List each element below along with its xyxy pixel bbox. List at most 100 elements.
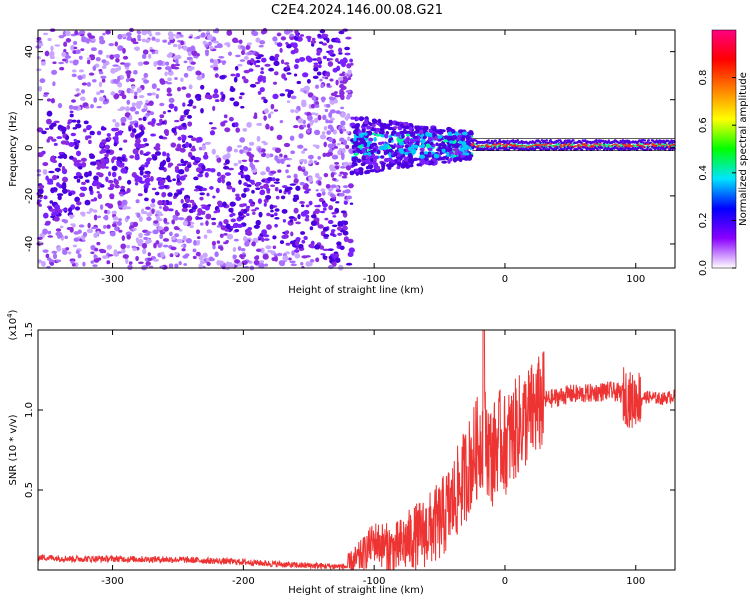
spectrogram-dot (298, 133, 304, 139)
spectrogram-dot (494, 139, 497, 142)
spectrogram-x-label: Height of straight line (km) (288, 285, 424, 296)
spectrogram-dot (286, 175, 292, 179)
spectrogram-dot (226, 146, 233, 152)
spectrogram-dot (96, 105, 102, 109)
spectrogram-dot (92, 209, 98, 213)
spectrogram-dot (316, 56, 322, 63)
spectrogram-dot (393, 151, 398, 157)
spectrogram-dot (107, 203, 114, 209)
spectrogram-dot (109, 183, 115, 188)
spectrogram-dot (118, 229, 123, 233)
spectrogram-dot (327, 264, 334, 270)
spectrogram-dot (333, 98, 338, 104)
spectrogram-dot (74, 30, 79, 36)
spectrogram-dot (317, 224, 324, 229)
spectrogram-dot (267, 113, 272, 119)
spectrogram-dot (126, 99, 131, 105)
spectrogram-dot (314, 172, 320, 179)
spectrogram-dot (114, 184, 120, 189)
spectrogram-dot (195, 167, 202, 173)
spectrogram-dot (177, 43, 182, 50)
spectrogram-dot (75, 171, 82, 177)
spectrogram-dot (328, 44, 334, 49)
spectrogram-dot (219, 75, 226, 80)
spectrogram-dot (120, 167, 127, 174)
spectrogram-dot (342, 225, 348, 231)
snr-y-tick-label: 0.5 (24, 482, 35, 498)
spectrogram-dot (298, 243, 304, 249)
spectrogram-dot (401, 133, 405, 139)
spectrogram-dot (168, 51, 173, 58)
spectrogram-dot (164, 71, 168, 77)
spectrogram-dot (69, 226, 74, 233)
spectrogram-dot (255, 60, 261, 63)
spectrogram-dot (100, 75, 107, 80)
spectrogram-dot (207, 204, 212, 207)
spectrogram-dot (158, 226, 164, 231)
spectrogram-dot (245, 45, 250, 50)
spectrogram-dot (308, 243, 314, 248)
spectrogram-dot (330, 126, 334, 133)
spectrogram-dot (272, 93, 279, 100)
spectrogram-dot (270, 103, 275, 110)
spectrogram-dot (229, 87, 236, 93)
spectrogram-dot (98, 49, 103, 55)
spectrogram-dot (281, 73, 286, 79)
spectrogram-dot (129, 114, 133, 121)
spectrogram-dot (120, 185, 126, 190)
spectrogram-dot (259, 40, 266, 45)
spectrogram-dot (170, 246, 177, 251)
spectrogram-dot (168, 36, 175, 40)
spectrogram-dot (646, 141, 649, 144)
spectrogram-dot (81, 82, 88, 86)
spectrogram-dot (284, 230, 290, 235)
spectrogram-dot (192, 105, 197, 109)
spectrogram-dot (303, 209, 310, 215)
spectrogram-dot (419, 129, 424, 135)
spectrogram-dot (100, 157, 106, 164)
spectrogram-dot (86, 40, 90, 44)
spectrogram-dot (151, 36, 156, 41)
spectrogram-dot (182, 235, 187, 242)
spectrogram-dot (264, 108, 269, 114)
spectrogram-dot (655, 143, 658, 146)
spectrogram-dot (429, 160, 434, 166)
spectrogram-dot (96, 130, 102, 136)
spectrogram-dot (204, 49, 209, 54)
spectrogram-dot (99, 183, 105, 188)
spectrogram-dot (36, 68, 42, 72)
spectrogram-dot (299, 181, 306, 186)
spectrogram-dot (170, 33, 176, 37)
spectrogram-y-label: Frequency (Hz) (8, 111, 19, 187)
spectrogram-dot (607, 139, 610, 142)
spectrogram-dot (112, 64, 119, 67)
spectrogram-dot (388, 121, 393, 126)
spectrogram-dot (92, 79, 97, 83)
spectrogram-dot (319, 245, 325, 250)
spectrogram-dot (240, 248, 246, 252)
spectrogram-dot (50, 215, 56, 219)
spectrogram-dot (70, 223, 76, 226)
spectrogram-dot (120, 243, 127, 250)
spectrogram-dot (182, 221, 189, 226)
spectrogram-dot (138, 261, 144, 265)
spectrogram-dot (270, 184, 276, 188)
spectrogram-dot (102, 216, 109, 220)
spectrogram-dot (45, 127, 50, 131)
spectrogram-dot (163, 128, 170, 135)
spectrogram-dot (302, 124, 307, 128)
snr-ticks: -300 -200 -100 0 100 0.5 1.0 1.5 (24, 322, 675, 587)
spectrogram-dot (322, 226, 329, 232)
spectrogram-dot (130, 132, 135, 138)
spectrogram-dot (304, 217, 310, 222)
spectrogram-dot (49, 261, 55, 266)
spectrogram-dot (155, 143, 161, 149)
spectrogram-dot (110, 91, 115, 96)
spectrogram-dot (144, 197, 149, 202)
spectrogram-dot (113, 142, 118, 147)
spectrogram-dot (142, 174, 148, 179)
spectrogram-dot (235, 193, 240, 197)
spectrogram-dot (303, 236, 308, 240)
spectrogram-dot (327, 219, 334, 225)
spectrogram-dot (181, 86, 187, 90)
